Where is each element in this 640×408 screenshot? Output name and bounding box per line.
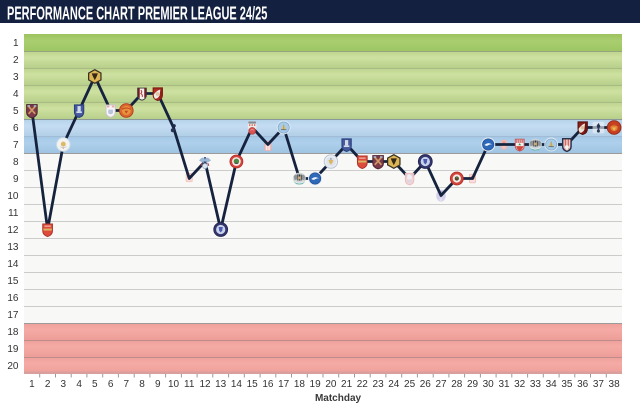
- svg-text:1: 1: [13, 38, 19, 49]
- svg-text:29: 29: [467, 379, 479, 390]
- svg-text:11: 11: [184, 379, 195, 390]
- svg-text:12: 12: [7, 225, 19, 236]
- svg-text:23: 23: [373, 379, 385, 390]
- svg-text:3: 3: [13, 72, 19, 83]
- svg-text:20: 20: [7, 361, 19, 372]
- svg-text:10: 10: [7, 191, 19, 202]
- svg-text:30: 30: [483, 379, 495, 390]
- svg-text:33: 33: [530, 379, 542, 390]
- svg-text:8: 8: [13, 157, 19, 168]
- svg-text:7: 7: [13, 140, 19, 151]
- svg-text:13: 13: [215, 379, 227, 390]
- svg-text:15: 15: [247, 379, 259, 390]
- svg-text:31: 31: [498, 379, 510, 390]
- svg-text:20: 20: [325, 379, 337, 390]
- svg-text:3: 3: [61, 379, 67, 390]
- svg-text:16: 16: [7, 293, 19, 304]
- svg-text:37: 37: [593, 379, 605, 390]
- svg-text:17: 17: [7, 310, 19, 321]
- svg-text:4: 4: [13, 89, 19, 100]
- svg-text:4: 4: [76, 379, 82, 390]
- svg-text:8: 8: [139, 379, 145, 390]
- svg-text:21: 21: [341, 379, 353, 390]
- svg-text:28: 28: [451, 379, 463, 390]
- svg-text:12: 12: [199, 379, 211, 390]
- svg-text:5: 5: [92, 379, 98, 390]
- svg-text:6: 6: [108, 379, 114, 390]
- svg-text:18: 18: [294, 379, 306, 390]
- svg-text:9: 9: [155, 379, 161, 390]
- svg-text:11: 11: [8, 208, 19, 219]
- svg-text:PERFORMANCE CHART PREMIER LEAG: PERFORMANCE CHART PREMIER LEAGUE 24/25: [7, 4, 268, 25]
- svg-text:2: 2: [13, 55, 19, 66]
- svg-text:16: 16: [262, 379, 274, 390]
- svg-text:6: 6: [13, 123, 19, 134]
- svg-text:19: 19: [7, 344, 19, 355]
- svg-text:10: 10: [168, 379, 180, 390]
- svg-text:34: 34: [546, 379, 558, 390]
- svg-text:19: 19: [310, 379, 322, 390]
- svg-text:2: 2: [45, 379, 51, 390]
- svg-text:25: 25: [404, 379, 416, 390]
- svg-text:14: 14: [231, 379, 243, 390]
- svg-text:1: 1: [29, 379, 35, 390]
- svg-text:32: 32: [514, 379, 526, 390]
- svg-text:36: 36: [577, 379, 589, 390]
- svg-text:7: 7: [124, 379, 130, 390]
- svg-text:35: 35: [561, 379, 573, 390]
- svg-text:22: 22: [357, 379, 369, 390]
- svg-text:Matchday: Matchday: [315, 393, 362, 404]
- svg-text:5: 5: [13, 106, 19, 117]
- svg-text:24: 24: [388, 379, 400, 390]
- svg-text:15: 15: [7, 276, 19, 287]
- svg-text:13: 13: [7, 242, 19, 253]
- svg-text:38: 38: [609, 379, 621, 390]
- svg-text:18: 18: [7, 327, 19, 338]
- svg-text:27: 27: [435, 379, 447, 390]
- svg-text:9: 9: [13, 174, 19, 185]
- svg-text:26: 26: [420, 379, 432, 390]
- svg-text:17: 17: [278, 379, 290, 390]
- svg-text:14: 14: [7, 259, 19, 270]
